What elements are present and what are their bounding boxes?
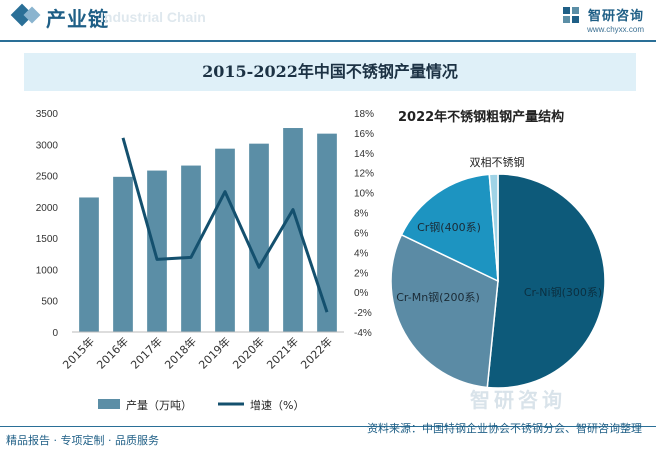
y-left-tick-label: 1000 [36, 265, 59, 276]
y-right-tick-label: 2% [354, 268, 369, 279]
x-tick-label: 2016年 [94, 334, 131, 371]
y-left-tick-label: 2500 [36, 172, 59, 183]
brand-name: 智研咨询 [587, 9, 644, 24]
header-rule [0, 40, 656, 42]
y-left-tick-label: 1500 [36, 234, 59, 245]
legend-bar-swatch [98, 399, 120, 409]
bar-2018年 [181, 165, 201, 332]
y-right-tick-label: 8% [354, 209, 369, 220]
y-right-tick-label: 16% [354, 129, 374, 140]
y-right-tick-label: -2% [354, 308, 372, 319]
header-band: 产业链 Industrial Chain 智研咨询 www.chyxx.com [0, 0, 656, 40]
y-right-tick-label: 6% [354, 228, 369, 239]
x-tick-label: 2017年 [128, 334, 165, 371]
x-tick-label: 2019年 [196, 334, 233, 371]
y-right-tick-label: 14% [354, 149, 374, 160]
legend-bar-label: 产量（万吨） [126, 398, 192, 412]
y-left-tick-label: 3000 [36, 140, 59, 151]
bar-2022年 [317, 133, 337, 332]
y-right-tick-label: 10% [354, 189, 374, 200]
pie-slice-1 [486, 173, 606, 389]
x-tick-label: 2021年 [264, 334, 301, 371]
brand-url: www.chyxx.com [587, 25, 644, 34]
y-left-tick-label: 2000 [36, 203, 59, 214]
y-left-tick-label: 3500 [36, 109, 59, 120]
bar-2017年 [147, 170, 167, 332]
brand: 智研咨询 www.chyxx.com [562, 4, 644, 34]
pie-label-2: Cr-Mn钢(200系) [396, 291, 480, 304]
y-right-tick-label: 12% [354, 169, 374, 180]
pie-title: 2022年不锈钢粗钢产量结构 [398, 110, 565, 125]
y-right-tick-label: 0% [354, 288, 369, 299]
bar-2019年 [215, 148, 235, 332]
y-left-tick-label: 500 [41, 297, 58, 308]
chart-title: 2015-2022年中国不锈钢产量情况 [24, 53, 636, 91]
pie-slice-2 [390, 233, 499, 389]
y-right-tick-label: 18% [354, 109, 374, 120]
x-tick-label: 2018年 [162, 334, 199, 371]
bar-2021年 [283, 128, 303, 332]
x-tick-label: 2022年 [298, 334, 335, 371]
section-title: 产业链 [46, 7, 109, 31]
growth-line [121, 137, 329, 313]
data-source: 资料来源：中国特钢企业协会不锈钢分会、智研咨询整理 [367, 422, 642, 435]
x-tick-label: 2015年 [60, 334, 97, 371]
footer-slogan: 精品报告 · 专项定制 · 品质服务 [6, 434, 159, 447]
y-right-tick-label: -4% [354, 328, 372, 339]
pie-label-3: Cr钢(400系) [417, 221, 481, 234]
bar-2020年 [249, 143, 269, 332]
legend-line-label: 增速（%） [250, 398, 304, 412]
pie-slice-3 [400, 173, 499, 283]
pie-label-1: Cr-Ni钢(300系) [524, 286, 602, 299]
y-right-tick-label: 4% [354, 248, 369, 259]
bar-2015年 [79, 197, 99, 332]
brand-logo-icon [562, 6, 580, 24]
bottom-watermark: 智研咨询 [470, 388, 566, 412]
bar-2016年 [113, 176, 133, 332]
header-watermark: Industrial Chain [100, 9, 206, 25]
pie-label-4: 双相不锈钢 [470, 156, 525, 169]
y-left-tick-label: 0 [52, 328, 58, 339]
pie-slice-4 [488, 173, 499, 282]
footer-rule [0, 426, 656, 427]
x-tick-label: 2020年 [230, 334, 267, 371]
